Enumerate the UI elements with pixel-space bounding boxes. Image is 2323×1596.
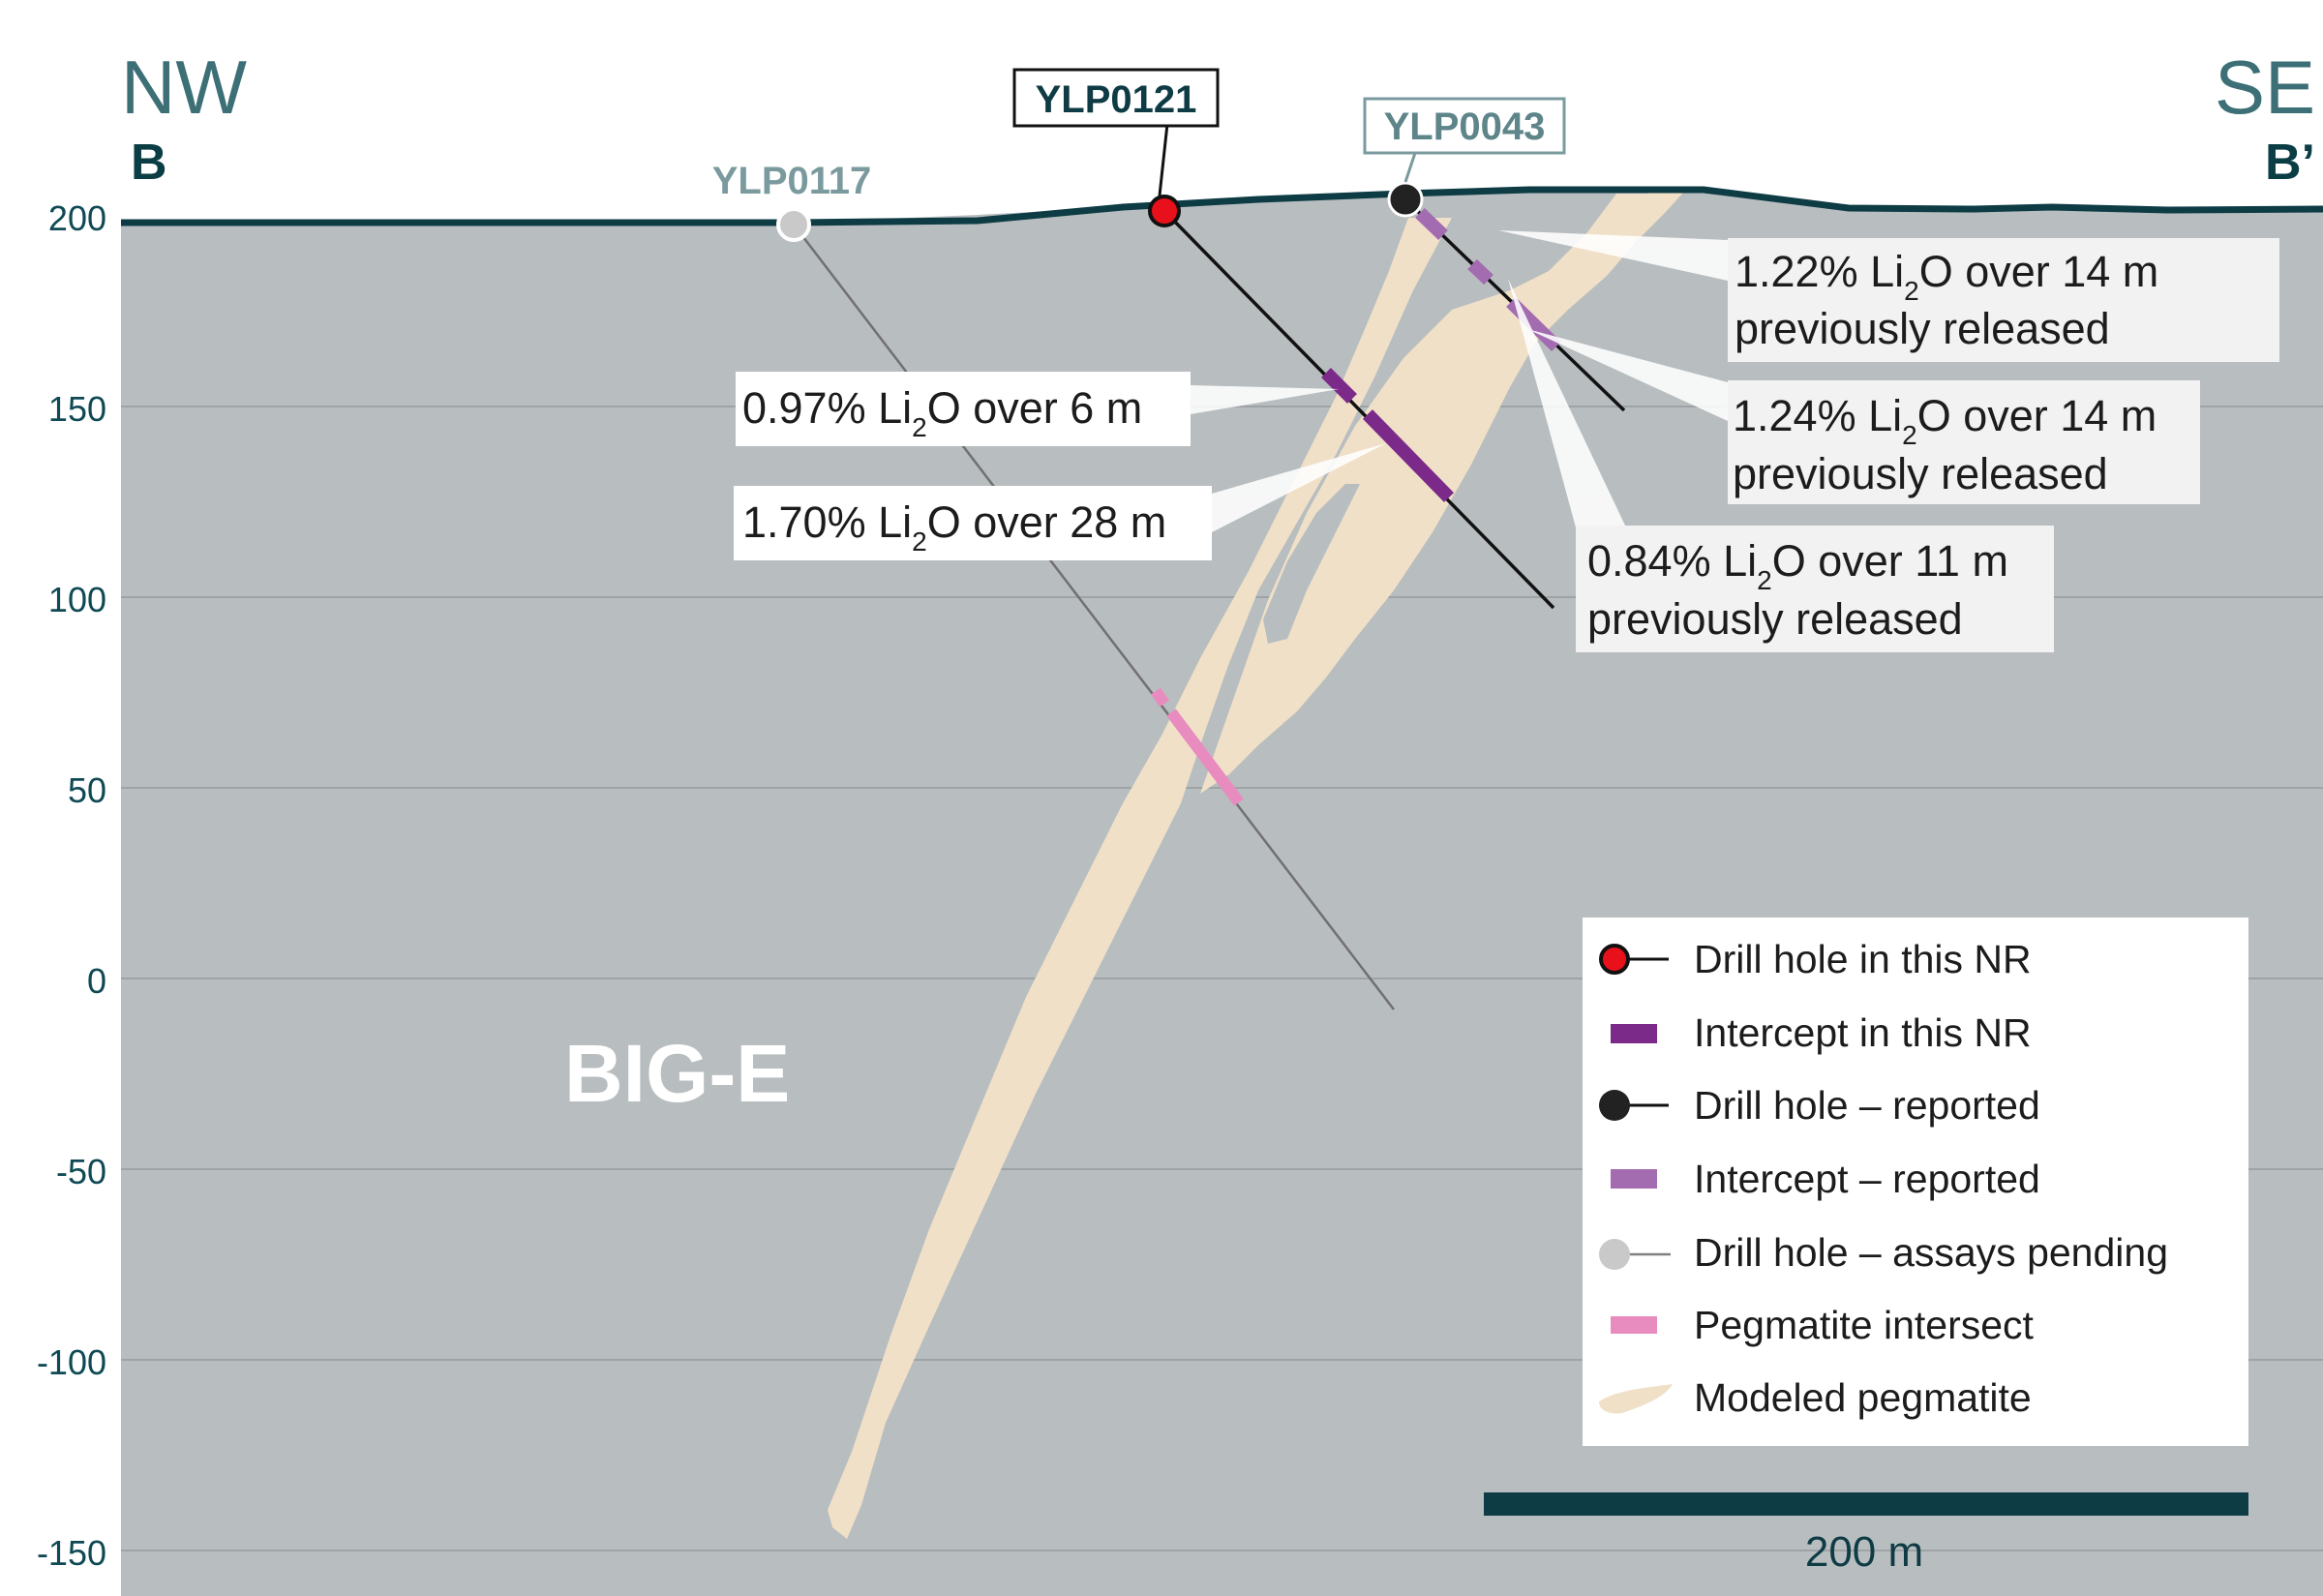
y-tick-label: 0 (87, 961, 106, 1001)
callout-5: 0.84% Li2O over 11 m previously released (1576, 526, 2054, 652)
collar-ylp0117[interactable] (776, 207, 811, 242)
callout-pointers (1191, 230, 1728, 532)
pink-intercept-icon (1611, 1316, 1657, 1334)
y-tick-label: -50 (56, 1152, 106, 1191)
legend-label: Modeled pegmatite (1694, 1375, 2032, 1420)
topography-line (121, 186, 2323, 226)
purple-intercept-icon (1611, 1169, 1657, 1189)
svg-text:1.24% Li2O over 14 m: 1.24% Li2O over 14 m (1733, 391, 2157, 450)
y-tick-label: 200 (48, 198, 106, 238)
svg-text:1.22% Li2O over 14 m: 1.22% Li2O over 14 m (1735, 247, 2158, 306)
y-tick-label: -150 (37, 1533, 106, 1573)
dark-purple-intercept-icon (1611, 1024, 1657, 1043)
pegmatite-intersect (1151, 687, 1169, 708)
callout-4: 1.24% Li2O over 14 m previously released (1728, 380, 2200, 504)
legend-label: Drill hole in this NR (1694, 937, 2032, 981)
intercept-this-nr (1321, 368, 1357, 404)
y-tick-label: 50 (68, 770, 106, 810)
intercepts-this-nr (1321, 368, 1455, 502)
grey-drill-hole-icon (1599, 1239, 1671, 1270)
section-b: B (131, 135, 167, 191)
callout-1: 0.97% Li2O over 6 m (736, 372, 1191, 446)
direction-se: SE (2215, 45, 2315, 130)
legend-label: Drill hole – assays pending (1694, 1230, 2168, 1275)
svg-text:0.84% Li2O over 11 m: 0.84% Li2O over 11 m (1587, 536, 2008, 595)
legend: Drill hole in this NR Intercept in this … (1583, 918, 2248, 1446)
black-drill-hole-icon (1599, 1090, 1669, 1121)
svg-text:previously released: previously released (1735, 304, 2110, 353)
legend-label: Pegmatite intersect (1694, 1303, 2035, 1347)
scale-bar-label: 200 m (1805, 1528, 1923, 1576)
pegmatite-intersects (1151, 687, 1244, 806)
y-tick-label: 100 (48, 580, 106, 619)
legend-box (1583, 918, 2248, 1446)
direction-nw: NW (121, 45, 247, 130)
pegmatite-intersect (1166, 708, 1244, 806)
collar-ylp0121[interactable] (1148, 195, 1181, 227)
drill-trace-ylp0121 (1162, 209, 1555, 610)
legend-label: Drill hole – reported (1694, 1083, 2040, 1128)
hole-label-ylp0121: YLP0121 (1012, 68, 1220, 196)
intercept-this-nr (1362, 409, 1455, 502)
hole-label-ylp0043: YLP0043 (1363, 97, 1566, 183)
y-tick-label: -100 (37, 1342, 106, 1382)
legend-label: Intercept – reported (1694, 1157, 2040, 1201)
pegmatite-swatch-icon (1599, 1384, 1673, 1414)
callout-2: 1.70% Li2O over 28 m (734, 486, 1212, 560)
red-drill-hole-icon (1599, 944, 1669, 975)
callout-3: 1.22% Li2O over 14 m previously released (1728, 238, 2279, 362)
hole-label-ylp0117: YLP0117 (712, 160, 872, 202)
svg-text:previously released: previously released (1587, 594, 1963, 644)
y-axis: 200 150 100 50 0 -50 -100 -150 (37, 198, 106, 1573)
drill-trace-ylp0117 (793, 224, 1395, 1010)
svg-text:0.97% Li2O over 6 m: 0.97% Li2O over 6 m (742, 383, 1142, 442)
y-tick-label: 150 (48, 389, 106, 429)
intercept-reported (1467, 258, 1493, 286)
svg-text:YLP0043: YLP0043 (1384, 105, 1546, 148)
zone-label: BIG-E (564, 1028, 790, 1119)
svg-text:1.70% Li2O over 28 m: 1.70% Li2O over 28 m (742, 497, 1166, 557)
scale-bar: 200 m (1484, 1492, 2248, 1576)
legend-label: Intercept in this NR (1694, 1010, 2032, 1055)
svg-text:previously released: previously released (1733, 449, 2108, 498)
scale-bar-line (1484, 1492, 2248, 1516)
collar-ylp0043[interactable] (1387, 181, 1424, 218)
intercept-reported (1415, 207, 1448, 241)
section-b-prime: B’ (2265, 135, 2315, 191)
svg-text:YLP0121: YLP0121 (1036, 78, 1197, 121)
